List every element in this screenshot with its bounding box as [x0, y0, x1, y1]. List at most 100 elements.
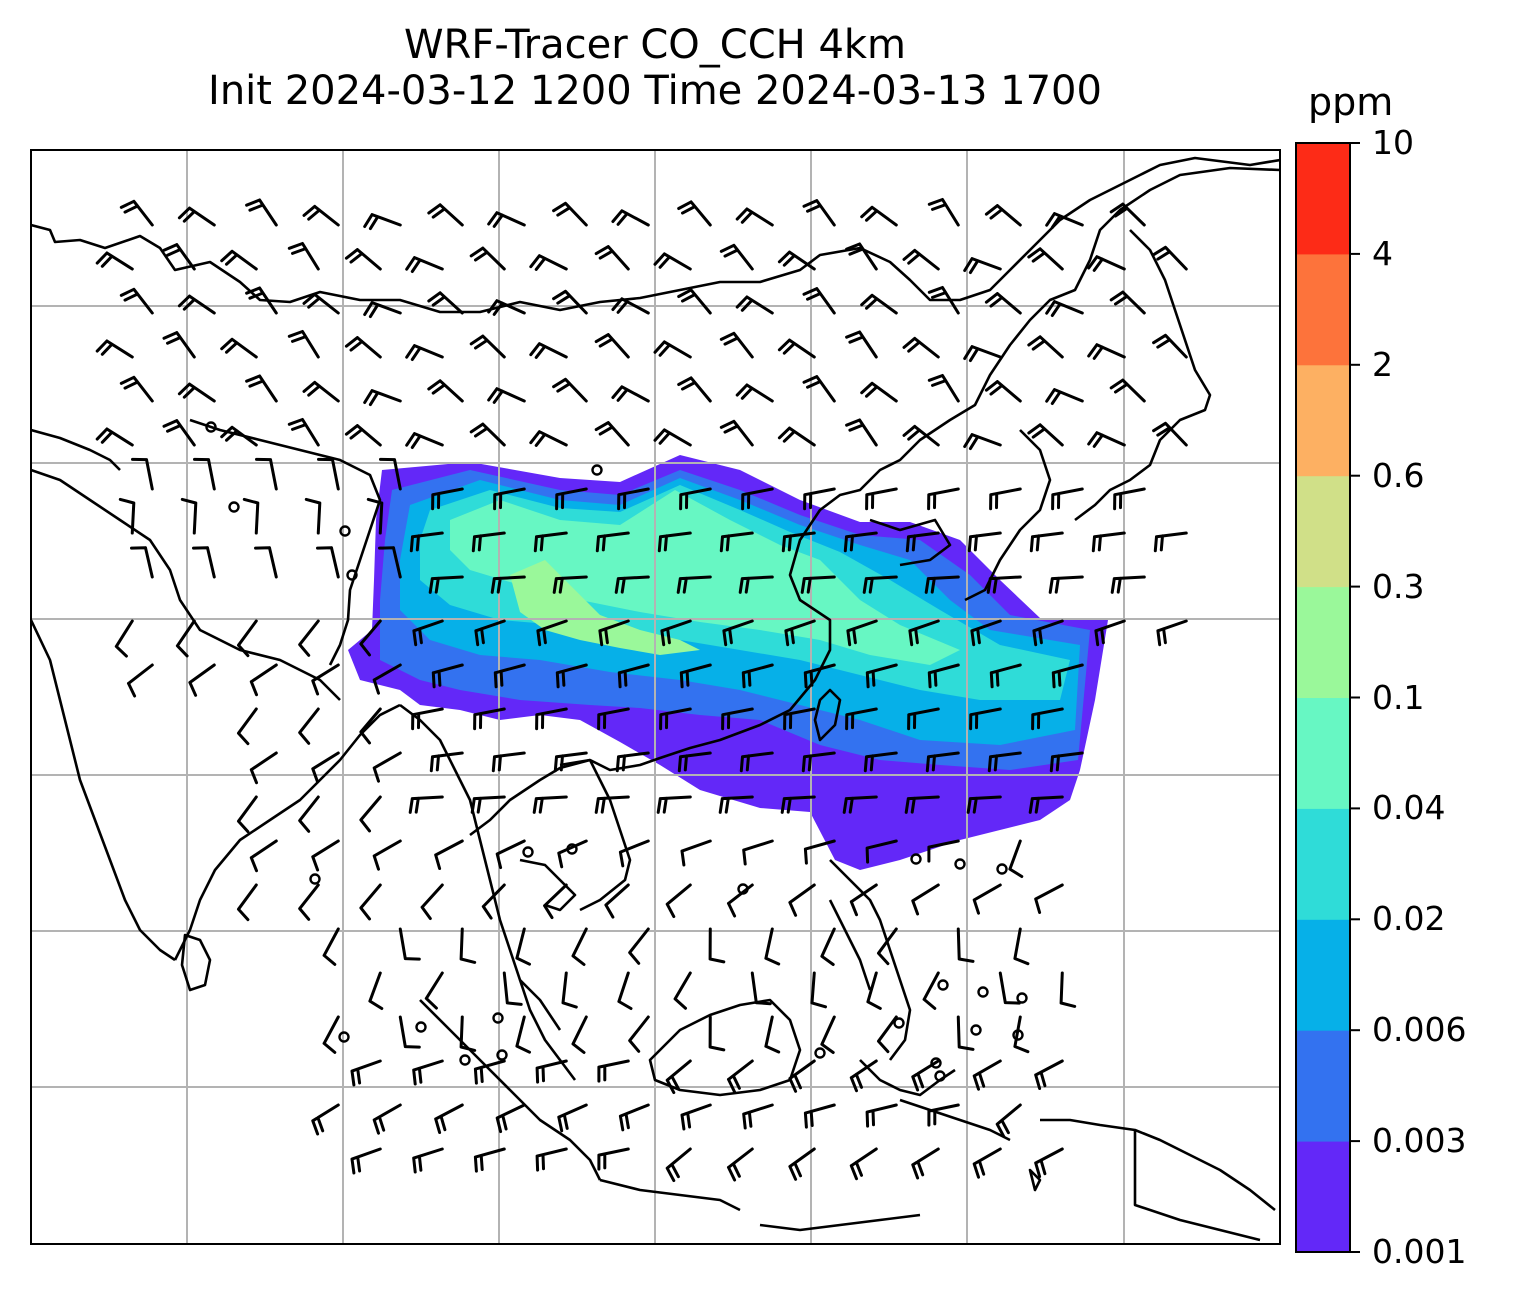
- wind-barb: [956, 927, 975, 963]
- wind-barb: [131, 457, 154, 491]
- wind-barb: [434, 1103, 464, 1134]
- wind-barb: [515, 927, 531, 966]
- wind-barb: [533, 531, 568, 553]
- wind-barb: [571, 1015, 588, 1054]
- wind-barb: [611, 297, 650, 315]
- wind-barb: [1087, 431, 1126, 448]
- wind-barb: [1152, 421, 1188, 447]
- wind-barb: [237, 707, 258, 746]
- wind-barb: [192, 546, 216, 579]
- wind-barb: [783, 707, 816, 731]
- wind-barb: [597, 707, 630, 731]
- map-frame: [30, 149, 1281, 1245]
- wind-barb: [595, 531, 630, 553]
- wind-barb: [984, 292, 1022, 315]
- wind-barb: [611, 209, 650, 227]
- wind-barb: [473, 1059, 506, 1085]
- wind-barb: [803, 487, 836, 511]
- wind-barb: [764, 927, 781, 966]
- wind-barb: [905, 531, 940, 553]
- wind-barb: [535, 1059, 568, 1084]
- wind-barb: [656, 795, 692, 814]
- wind-barb: [972, 883, 1002, 915]
- wind-barb: [777, 426, 816, 447]
- sri-lanka: [180, 933, 212, 992]
- colorbar-segment: [1296, 697, 1350, 809]
- calm-wind-marker: [566, 843, 578, 855]
- wind-barb: [956, 1015, 975, 1051]
- wind-barb: [877, 1015, 898, 1054]
- wind-barb: [989, 663, 1022, 689]
- wind-barb: [594, 795, 630, 814]
- wind-barb: [677, 200, 712, 227]
- wind-barb: [162, 243, 196, 271]
- wind-barb: [719, 531, 754, 553]
- colorbar-tick-label: 0.006: [1372, 1010, 1467, 1050]
- title-line-1: WRF-Tracer CO_CCH 4km: [403, 22, 907, 68]
- wind-barb: [322, 1015, 340, 1054]
- wind-barb: [1109, 290, 1146, 315]
- wind-barb: [298, 883, 320, 921]
- colorbar-segment: [1296, 475, 1350, 588]
- wind-barb: [372, 751, 402, 783]
- wind-barb: [718, 795, 754, 814]
- borneo: [648, 998, 802, 1097]
- wind-barb: [474, 619, 506, 647]
- wind-barb: [119, 199, 154, 227]
- wind-barb: [842, 795, 878, 814]
- wind-barb: [927, 663, 960, 689]
- wind-barb: [781, 531, 816, 553]
- wind-barb: [1045, 212, 1084, 229]
- wind-barb: [845, 330, 878, 359]
- wind-barb: [719, 419, 754, 447]
- calm-wind-marker: [737, 883, 749, 895]
- wind-barb: [311, 751, 340, 784]
- wind-barb: [412, 1147, 444, 1174]
- wind-barb: [1029, 531, 1064, 553]
- wind-barb: [1013, 927, 1030, 966]
- colorbar-segment: [1296, 143, 1350, 255]
- wind-barb: [679, 487, 712, 511]
- wind-barb: [597, 1059, 630, 1083]
- wind-barb: [803, 1103, 836, 1129]
- wind-barb: [721, 707, 754, 731]
- wind-barb: [597, 1147, 630, 1171]
- colorbar-segment: [1296, 808, 1350, 920]
- calm-wind-marker: [996, 863, 1008, 875]
- timor: [1028, 1168, 1042, 1192]
- wind-barb: [249, 663, 278, 697]
- wind-barb: [535, 1147, 568, 1172]
- gulf-thailand: [519, 858, 577, 912]
- wind-barb: [502, 971, 523, 1006]
- wind-barbs: [95, 198, 1188, 1183]
- korea: [964, 429, 1052, 602]
- wind-barb: [177, 206, 216, 227]
- wind-barb: [552, 289, 588, 315]
- wind-barb: [552, 575, 588, 594]
- colorbar-tick-label: 0.02: [1372, 899, 1446, 939]
- wind-barb: [408, 795, 444, 814]
- wind-barb: [989, 487, 1022, 511]
- wind-barb: [967, 531, 1002, 553]
- wind-barb: [317, 457, 340, 491]
- wind-barb: [802, 287, 836, 315]
- wind-barb: [802, 375, 836, 403]
- wind-barb: [966, 795, 1002, 814]
- wind-barb: [963, 433, 1002, 451]
- wind-barb: [742, 839, 774, 866]
- calm-wind-marker: [309, 873, 321, 885]
- colorbar-tick-label: 0.04: [1372, 788, 1446, 828]
- wind-barb: [1028, 795, 1064, 814]
- wind-barb: [287, 418, 320, 447]
- wind-barb: [473, 707, 506, 731]
- wind-barb: [860, 205, 898, 227]
- wind-barb: [843, 531, 878, 553]
- wind-barb: [1049, 751, 1084, 773]
- wind-barb: [922, 971, 940, 1010]
- wind-barb: [363, 213, 402, 231]
- wind-barb: [316, 546, 340, 579]
- wind-barb: [594, 421, 630, 447]
- wind-barb: [193, 457, 216, 491]
- wind-barb: [363, 389, 402, 407]
